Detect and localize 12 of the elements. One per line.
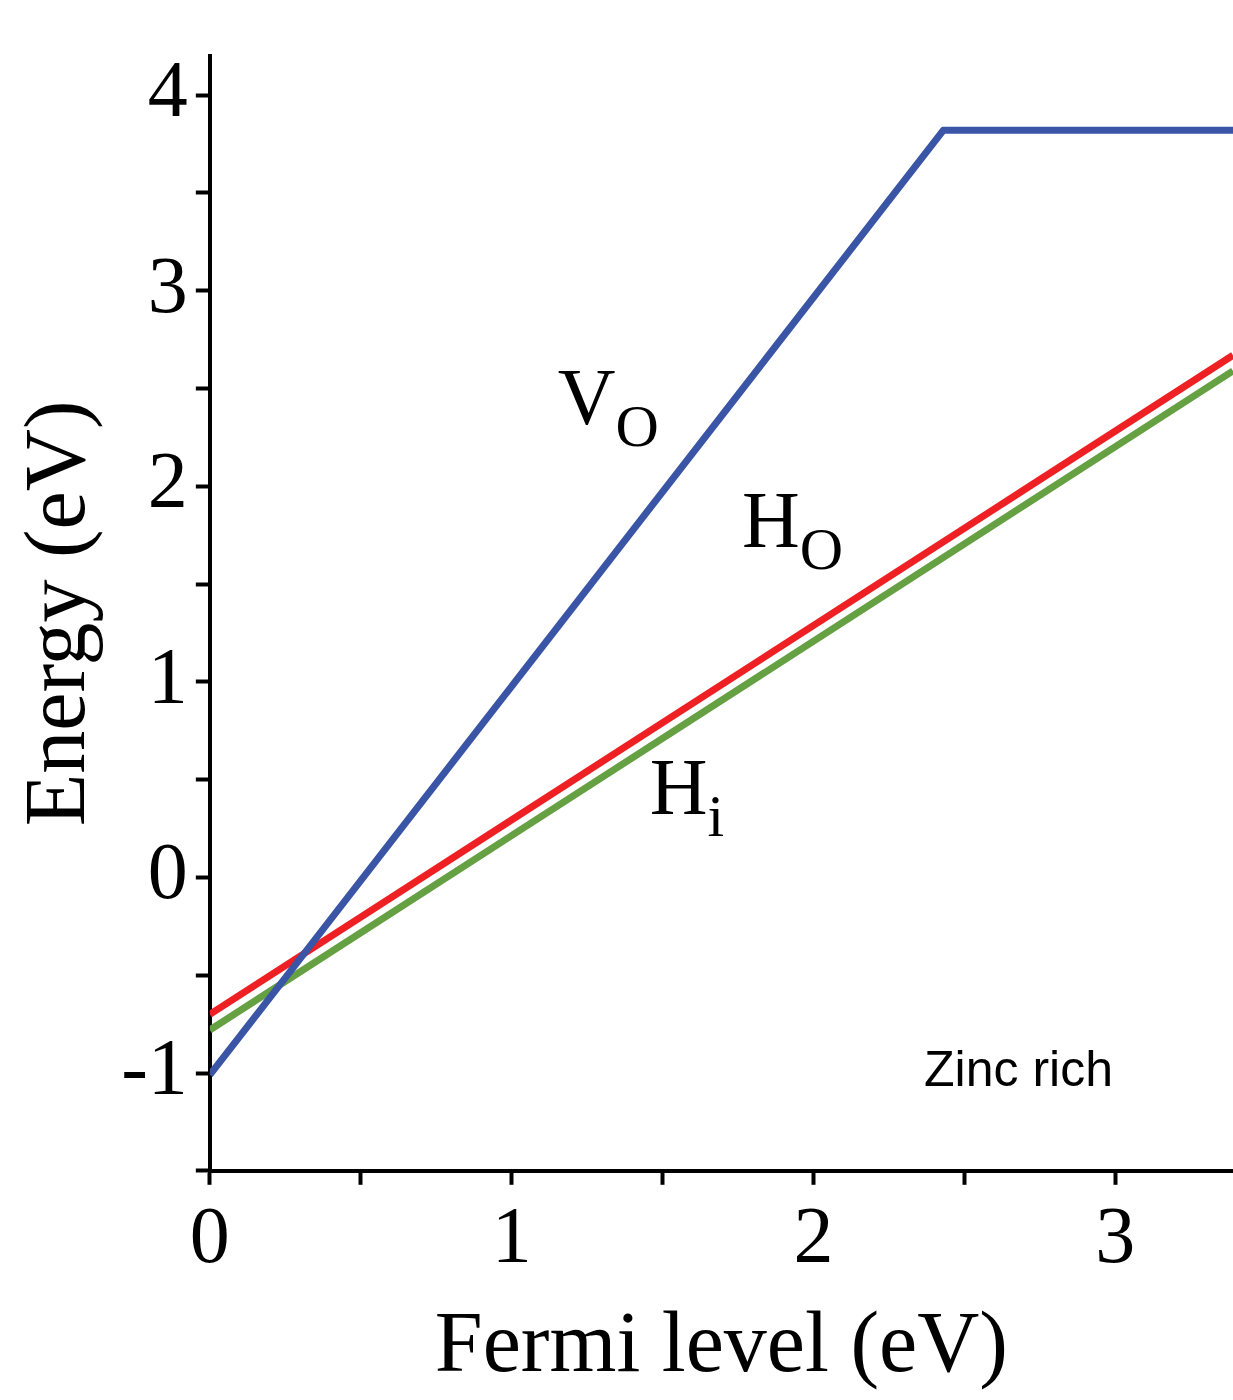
y-axis-title: Energy (eV) bbox=[7, 400, 104, 827]
x-axis-title: Fermi level (eV) bbox=[434, 1293, 1008, 1390]
x-tick-label: 1 bbox=[491, 1190, 532, 1279]
y-tick-label: 4 bbox=[147, 45, 188, 134]
y-tick-label: 3 bbox=[147, 240, 188, 329]
y-tick-label: 2 bbox=[147, 436, 188, 525]
y-tick-label: -1 bbox=[121, 1023, 188, 1112]
y-tick-label: 0 bbox=[147, 827, 188, 916]
x-tick-label: 2 bbox=[793, 1190, 834, 1279]
y-tick-label: 1 bbox=[147, 631, 188, 720]
annotation: Zinc rich bbox=[924, 1040, 1113, 1097]
x-tick-label: 3 bbox=[1095, 1190, 1136, 1279]
